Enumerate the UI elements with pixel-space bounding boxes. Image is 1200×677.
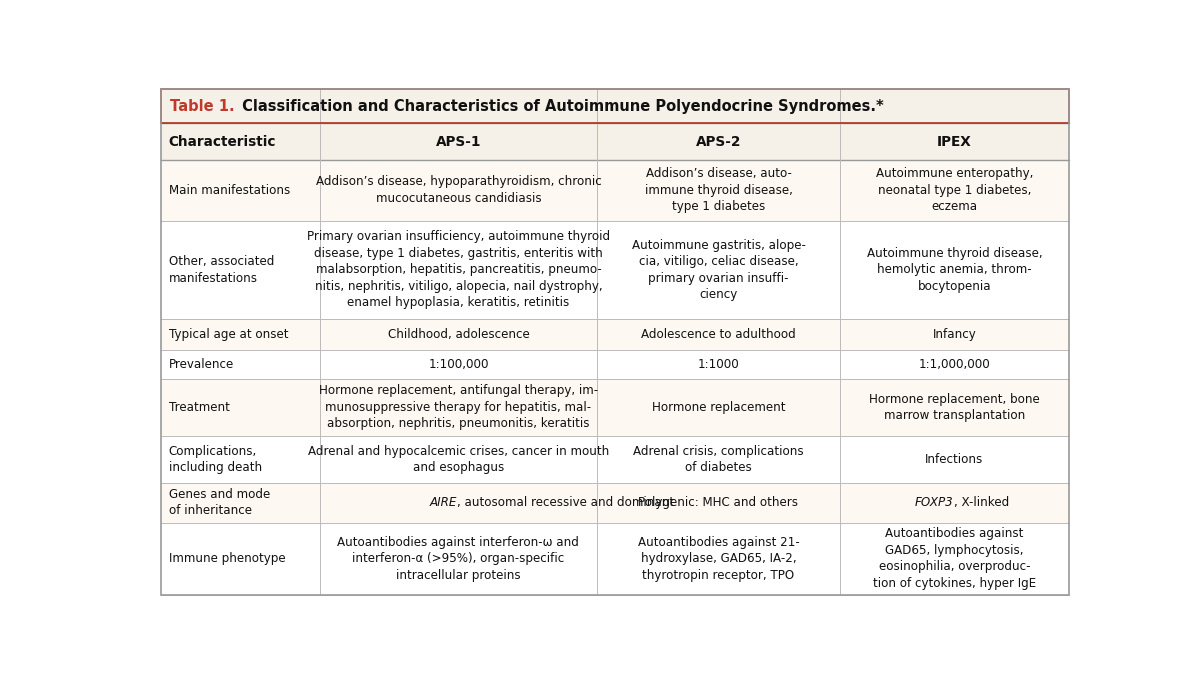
Text: Polygenic: MHC and others: Polygenic: MHC and others	[638, 496, 798, 509]
Bar	[161, 378, 1069, 436]
Text: Prevalence: Prevalence	[168, 358, 234, 371]
Text: Autoimmune gastritis, alope-
cia, vitiligo, celiac disease,
primary ovarian insu: Autoimmune gastritis, alope- cia, vitili…	[631, 239, 805, 301]
Text: FOXP3: FOXP3	[914, 496, 954, 509]
Bar	[161, 160, 1069, 221]
Text: Adrenal crisis, complications
of diabetes: Adrenal crisis, complications of diabete…	[634, 445, 804, 474]
Text: Addison’s disease, hypoparathyroidism, chronic
mucocutaneous candidiasis: Addison’s disease, hypoparathyroidism, c…	[316, 175, 601, 205]
Text: APS-1: APS-1	[436, 135, 481, 149]
Bar	[161, 89, 1069, 123]
Text: Autoantibodies against
GAD65, lymphocytosis,
eosinophilia, overproduc-
tion of c: Autoantibodies against GAD65, lymphocyto…	[872, 527, 1036, 590]
Text: Classification and Characteristics of Autoimmune Polyendocrine Syndromes.*: Classification and Characteristics of Au…	[236, 99, 883, 114]
Text: 1:1000: 1:1000	[697, 358, 739, 371]
Text: Infections: Infections	[925, 453, 984, 466]
Text: Autoantibodies against interferon-ω and
interferon-α (>95%), organ-specific
intr: Autoantibodies against interferon-ω and …	[337, 536, 580, 582]
Bar	[161, 523, 1069, 594]
Text: Autoimmune thyroid disease,
hemolytic anemia, throm-
bocytopenia: Autoimmune thyroid disease, hemolytic an…	[866, 247, 1043, 293]
Text: Hormone replacement, antifungal therapy, im-
munosuppressive therapy for hepatit: Hormone replacement, antifungal therapy,…	[319, 385, 598, 431]
Text: 1:100,000: 1:100,000	[428, 358, 488, 371]
Text: , autosomal recessive and dominant: , autosomal recessive and dominant	[457, 496, 674, 509]
Bar	[161, 483, 1069, 523]
Text: Immune phenotype: Immune phenotype	[168, 552, 286, 565]
Text: 1:1,000,000: 1:1,000,000	[918, 358, 990, 371]
Bar	[161, 436, 1069, 483]
Text: Hormone replacement, bone
marrow transplantation: Hormone replacement, bone marrow transpl…	[869, 393, 1040, 422]
Text: Primary ovarian insufficiency, autoimmune thyroid
disease, type 1 diabetes, gast: Primary ovarian insufficiency, autoimmun…	[307, 230, 610, 309]
Text: IPEX: IPEX	[937, 135, 972, 149]
Text: , X-linked: , X-linked	[954, 496, 1009, 509]
Text: APS-2: APS-2	[696, 135, 742, 149]
Text: Hormone replacement: Hormone replacement	[652, 401, 785, 414]
Bar	[161, 123, 1069, 160]
Text: Other, associated
manifestations: Other, associated manifestations	[168, 255, 274, 285]
Text: Treatment: Treatment	[168, 401, 229, 414]
Text: AIRE: AIRE	[430, 496, 457, 509]
Bar	[161, 221, 1069, 320]
Text: Addison’s disease, auto-
immune thyroid disease,
type 1 diabetes: Addison’s disease, auto- immune thyroid …	[644, 167, 792, 213]
Bar	[161, 320, 1069, 350]
Text: Childhood, adolescence: Childhood, adolescence	[388, 328, 529, 341]
Text: Characteristic: Characteristic	[168, 135, 276, 149]
Text: Adrenal and hypocalcemic crises, cancer in mouth
and esophagus: Adrenal and hypocalcemic crises, cancer …	[308, 445, 610, 474]
Text: Typical age at onset: Typical age at onset	[168, 328, 288, 341]
Text: Main manifestations: Main manifestations	[168, 183, 290, 197]
Text: Table 1.: Table 1.	[170, 99, 235, 114]
Text: Adolescence to adulthood: Adolescence to adulthood	[641, 328, 796, 341]
Text: Genes and mode
of inheritance: Genes and mode of inheritance	[168, 488, 270, 517]
Text: Infancy: Infancy	[932, 328, 977, 341]
Text: Autoimmune enteropathy,
neonatal type 1 diabetes,
eczema: Autoimmune enteropathy, neonatal type 1 …	[876, 167, 1033, 213]
Text: Complications,
including death: Complications, including death	[168, 445, 262, 474]
Bar	[161, 350, 1069, 378]
Text: Autoantibodies against 21-
hydroxylase, GAD65, IA-2,
thyrotropin receptor, TPO: Autoantibodies against 21- hydroxylase, …	[637, 536, 799, 582]
Bar	[161, 89, 1069, 123]
